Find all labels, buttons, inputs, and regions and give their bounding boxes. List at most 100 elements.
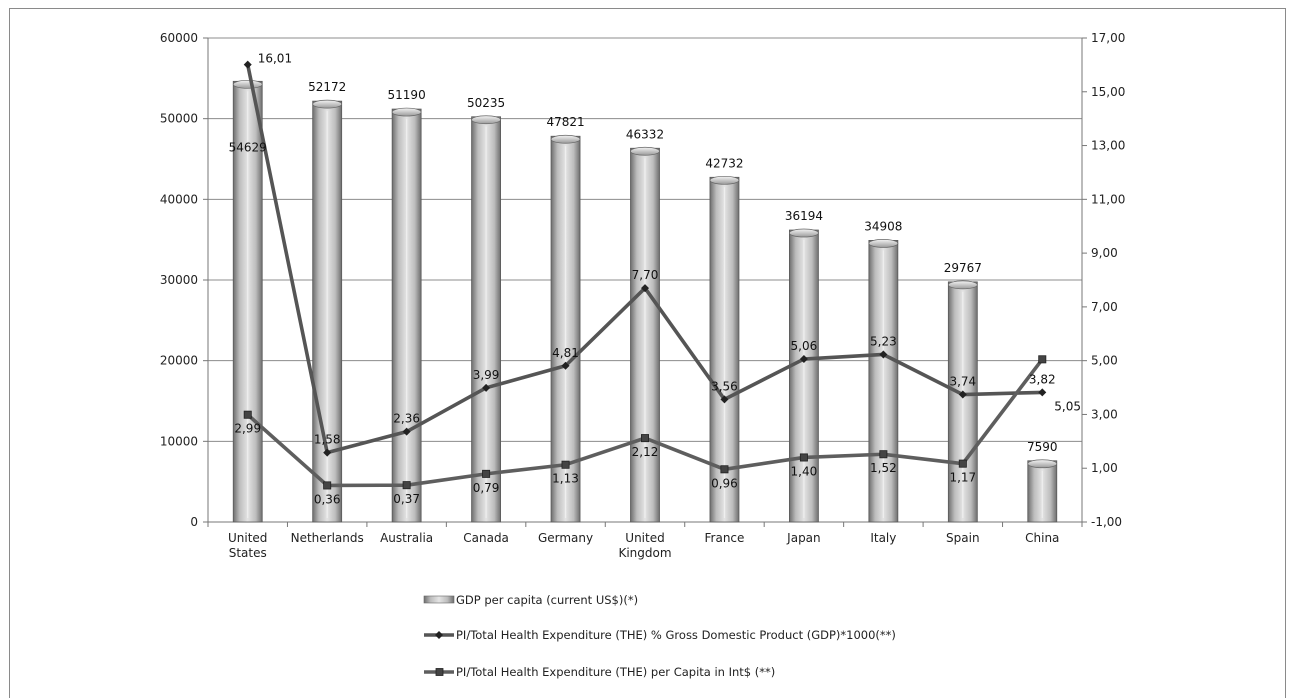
- category-label: United: [228, 531, 267, 545]
- bar-value-label: 42732: [705, 156, 743, 170]
- chart-frame: [9, 8, 1286, 698]
- point-diamond: [1038, 388, 1047, 397]
- the-gdp-value-label: 3,56: [711, 379, 738, 393]
- the-per-capita-value-label: 1,17: [949, 471, 976, 485]
- bar-value-label: 36194: [785, 209, 823, 223]
- point-diamond: [561, 361, 570, 370]
- bar-value-label: 51190: [388, 88, 426, 102]
- data-labels: 54629 52172 51190 50235 47821 46332 42732 36194…: [229, 52, 1081, 507]
- the-per-capita-value-label: 0,36: [314, 492, 341, 506]
- line-series: [243, 60, 1047, 490]
- point-square: [958, 459, 967, 468]
- point-square: [243, 410, 252, 419]
- category-label: France: [705, 531, 745, 545]
- the-per-capita-value-label: 1,13: [552, 472, 579, 486]
- category-label: China: [1025, 531, 1059, 545]
- legend-label-gdp: GDP per capita (current US$)(*): [456, 593, 638, 607]
- legend-marker-diamond: [435, 631, 443, 639]
- bar-value-label: 34908: [864, 219, 902, 233]
- left-tick-label: 0: [190, 515, 198, 529]
- point-diamond: [482, 383, 491, 392]
- category-label: Kingdom: [618, 546, 671, 560]
- category-label: Japan: [786, 531, 820, 545]
- point-diamond: [958, 390, 967, 399]
- bar-value-label: 47821: [546, 115, 584, 129]
- the-gdp-value-label: 3,99: [473, 368, 500, 382]
- point-square: [323, 481, 332, 490]
- right-tick-label: 11,00: [1091, 192, 1125, 206]
- right-tick-label: 7,00: [1091, 300, 1118, 314]
- point-square: [879, 450, 888, 459]
- the-per-capita-value-label: 0,37: [393, 492, 420, 506]
- the-per-capita-value-label: 5,05: [1054, 399, 1081, 413]
- point-diamond: [402, 427, 411, 436]
- right-tick-label: 5,00: [1091, 354, 1118, 368]
- the-gdp-value-label: 3,82: [1029, 372, 1056, 386]
- the-gdp-value-label: 4,81: [552, 346, 579, 360]
- right-tick-label: 9,00: [1091, 246, 1118, 260]
- bar-value-label: 52172: [308, 80, 346, 94]
- bar-cap: [868, 239, 899, 248]
- bar-value-label: 46332: [626, 127, 664, 141]
- legend-label-the-per-capita: PI/Total Health Expenditure (THE) per Ca…: [456, 665, 775, 679]
- the-gdp-value-label: 7,70: [632, 268, 659, 282]
- the-per-capita-value-label: 2,12: [632, 445, 659, 459]
- right-tick-label: -1,00: [1091, 515, 1122, 529]
- right-tick-label: 1,00: [1091, 461, 1118, 475]
- the-gdp-value-label: 3,74: [949, 375, 976, 389]
- the-per-capita-value-label: 0,96: [711, 476, 738, 490]
- bar-cap: [947, 280, 978, 290]
- bar-cap: [312, 99, 343, 109]
- the-per-capita-value-label: 1,40: [791, 464, 818, 478]
- legend-swatch-gdp: [423, 595, 455, 604]
- bar-cap: [709, 175, 740, 185]
- left-tick-label: 30000: [160, 273, 198, 287]
- the-gdp-value-label: 16,01: [258, 52, 292, 66]
- category-label: Italy: [870, 531, 896, 545]
- point-diamond: [799, 355, 808, 364]
- left-tick-label: 20000: [160, 354, 198, 368]
- point-square: [561, 460, 570, 469]
- bar-cap: [1027, 459, 1058, 469]
- category-label: Germany: [538, 531, 593, 545]
- category-label: Netherlands: [291, 531, 364, 545]
- bar-cap: [391, 107, 422, 117]
- point-square: [799, 453, 808, 462]
- point-diamond: [323, 448, 332, 457]
- the-gdp-value-label: 5,06: [791, 339, 818, 353]
- bar-value-label: 7590: [1027, 440, 1058, 454]
- bar-cap: [232, 79, 263, 89]
- right-tick-label: 3,00: [1091, 407, 1118, 421]
- point-diamond: [720, 395, 729, 404]
- category-label: States: [229, 546, 267, 560]
- bar-value-label: 29767: [944, 261, 982, 275]
- point-diamond: [243, 60, 252, 69]
- point-square: [641, 434, 650, 443]
- the-per-capita-value-label: 0,79: [473, 481, 500, 495]
- the-gdp-value-label: 1,58: [314, 433, 341, 447]
- category-label: Spain: [946, 531, 980, 545]
- bar-value-label: 50235: [467, 96, 505, 110]
- the-per-capita-value-label: 1,52: [870, 461, 897, 475]
- category-label: Australia: [380, 531, 433, 545]
- point-square: [482, 469, 491, 478]
- point-square: [720, 465, 729, 474]
- point-square: [402, 481, 411, 490]
- legend-marker-square: [435, 668, 444, 676]
- left-tick-label: 40000: [160, 192, 198, 206]
- point-diamond: [879, 350, 888, 359]
- bar-cap: [550, 134, 581, 144]
- legend-label-the-gdp: PI/Total Health Expenditure (THE) % Gros…: [456, 628, 896, 642]
- axes: 0 10000 20000 30000 40000 50000 60000 -1,00 1,00…: [160, 31, 1126, 560]
- left-tick-label: 50000: [160, 112, 198, 126]
- right-tick-label: 15,00: [1091, 85, 1125, 99]
- legend: GDP per capita (current US$)(*) PI/Total …: [423, 593, 896, 679]
- left-tick-label: 60000: [160, 31, 198, 45]
- bar-cap: [471, 115, 501, 125]
- right-tick-label: 17,00: [1091, 31, 1125, 45]
- right-tick-label: 13,00: [1091, 139, 1125, 153]
- point-diamond: [641, 284, 649, 293]
- bar-cap: [630, 146, 660, 156]
- bar-cap: [789, 228, 819, 238]
